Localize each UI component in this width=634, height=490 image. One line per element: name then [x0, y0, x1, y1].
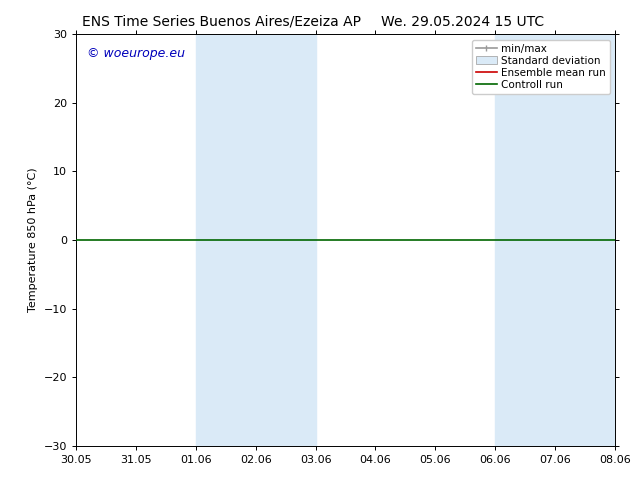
Text: © woeurope.eu: © woeurope.eu	[87, 47, 185, 60]
Text: ENS Time Series Buenos Aires/Ezeiza AP: ENS Time Series Buenos Aires/Ezeiza AP	[82, 15, 361, 29]
Y-axis label: Temperature 850 hPa (°C): Temperature 850 hPa (°C)	[28, 168, 38, 313]
Bar	[555, 34, 615, 446]
Bar	[495, 34, 555, 446]
Bar	[196, 34, 256, 446]
Text: We. 29.05.2024 15 UTC: We. 29.05.2024 15 UTC	[381, 15, 545, 29]
Bar	[256, 34, 316, 446]
Legend: min/max, Standard deviation, Ensemble mean run, Controll run: min/max, Standard deviation, Ensemble me…	[472, 40, 610, 94]
